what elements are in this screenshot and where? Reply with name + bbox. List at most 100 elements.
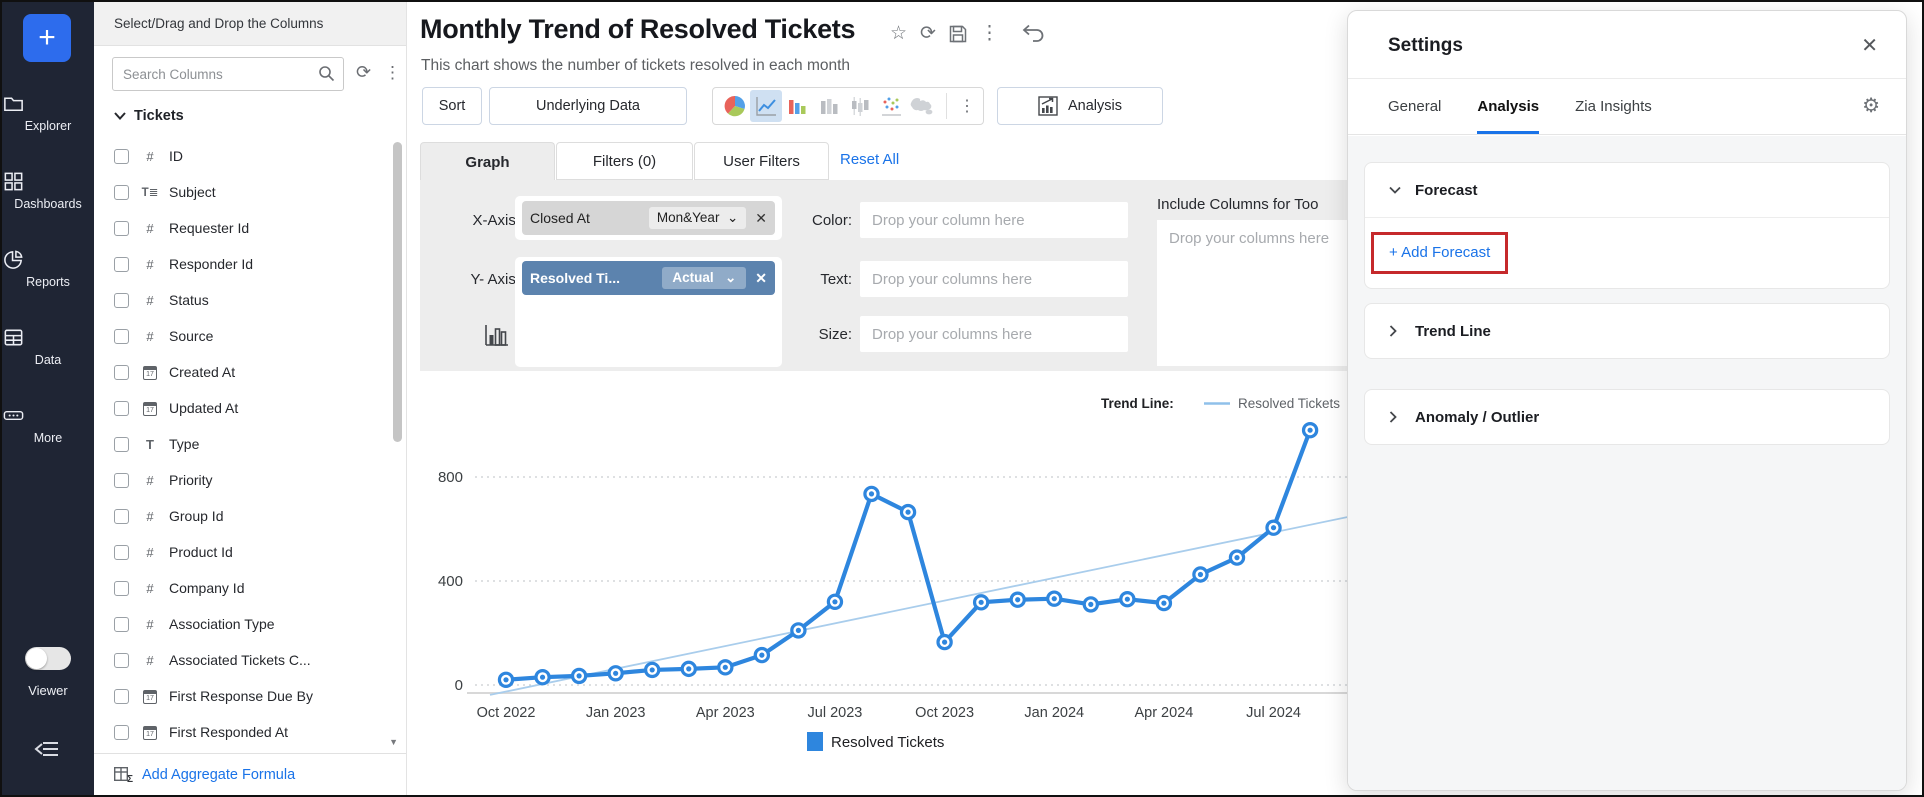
column-checkbox[interactable] — [114, 148, 129, 164]
column-checkbox[interactable] — [114, 652, 129, 668]
x-axis-period-dropdown[interactable]: Mon&Year ⌄ — [648, 207, 747, 229]
y-axis-aggregate-dropdown[interactable]: Actual ⌄ — [662, 267, 747, 289]
column-checkbox[interactable] — [114, 688, 129, 704]
create-new-button[interactable]: + — [23, 14, 71, 62]
column-checkbox[interactable] — [114, 256, 129, 272]
column-item[interactable]: # Associated Tickets C... — [94, 642, 389, 678]
stacked-bar-type-icon[interactable] — [813, 90, 844, 122]
settings-tab-analysis[interactable]: Analysis — [1477, 79, 1539, 134]
pie-chart-icon — [2, 248, 94, 271]
candlestick-type-icon[interactable] — [844, 90, 875, 122]
refresh-columns-icon[interactable]: ⟳ — [356, 62, 372, 82]
reset-all-link[interactable]: Reset All — [840, 151, 900, 168]
column-label: Updated At — [169, 400, 239, 416]
search-icon[interactable] — [318, 65, 335, 82]
columns-scrollbar[interactable] — [393, 142, 402, 442]
column-item[interactable]: # Group Id — [94, 498, 389, 534]
sidebar-item-reports[interactable]: Reports — [2, 248, 94, 289]
scroll-down-icon[interactable]: ▼ — [389, 737, 398, 747]
y-axis-sort-icon[interactable] — [484, 323, 510, 347]
sort-button[interactable]: Sort — [422, 87, 482, 125]
tab-filters[interactable]: Filters (0) — [556, 142, 693, 180]
x-axis-remove-icon[interactable]: ✕ — [755, 209, 767, 226]
column-checkbox[interactable] — [114, 472, 129, 488]
size-dropzone[interactable]: Drop your columns here — [860, 316, 1128, 352]
map-type-icon[interactable] — [907, 90, 938, 122]
svg-text:400: 400 — [438, 573, 463, 590]
column-item[interactable]: # ID — [94, 138, 389, 174]
grid-icon — [2, 170, 94, 193]
viewer-toggle[interactable] — [25, 647, 71, 670]
x-axis-field-chip[interactable]: Closed At Mon&Year ⌄ ✕ — [522, 201, 775, 235]
search-columns-input[interactable] — [112, 57, 344, 91]
column-checkbox[interactable] — [114, 400, 129, 416]
sidebar-item-more[interactable]: More — [2, 404, 94, 445]
bar-chart-type-icon[interactable] — [782, 90, 813, 122]
add-aggregate-formula-button[interactable]: Σ Add Aggregate Formula — [94, 753, 406, 795]
column-item[interactable]: # Product Id — [94, 534, 389, 570]
column-checkbox[interactable] — [114, 292, 129, 308]
close-icon[interactable]: ✕ — [1861, 35, 1878, 57]
section-header[interactable]: Trend Line — [1365, 304, 1889, 358]
tab-graph[interactable]: Graph — [420, 142, 555, 181]
column-item[interactable]: # Association Type — [94, 606, 389, 642]
aggregate-formula-icon: Σ — [114, 766, 133, 783]
column-label: Product Id — [169, 544, 233, 560]
number-type-icon: # — [146, 220, 154, 236]
column-checkbox[interactable] — [114, 616, 129, 632]
column-item[interactable]: # Priority — [94, 462, 389, 498]
y-axis-field-name: Resolved Ti... — [530, 270, 620, 286]
columns-menu-icon[interactable]: ⋮ — [384, 63, 401, 82]
undo-icon[interactable] — [1022, 24, 1044, 42]
column-item[interactable]: # Status — [94, 282, 389, 318]
column-item[interactable]: # Requester Id — [94, 210, 389, 246]
refresh-report-icon[interactable]: ⟳ — [920, 23, 936, 44]
color-dropzone[interactable]: Drop your column here — [860, 202, 1128, 238]
sidebar-item-data[interactable]: Data — [2, 326, 94, 367]
line-chart-type-icon[interactable] — [750, 90, 782, 122]
sidebar-item-explorer[interactable]: Explorer — [2, 92, 94, 133]
underlying-data-button[interactable]: Underlying Data — [489, 87, 687, 125]
y-axis-field-chip[interactable]: Resolved Ti... Actual ⌄ ✕ — [522, 261, 775, 295]
column-item[interactable]: 17 Created At — [94, 354, 389, 390]
column-item[interactable]: # Responder Id — [94, 246, 389, 282]
analysis-button[interactable]: Analysis — [997, 87, 1163, 125]
scatter-type-icon[interactable] — [875, 90, 906, 122]
column-item[interactable]: # Company Id — [94, 570, 389, 606]
section-header[interactable]: Anomaly / Outlier — [1365, 390, 1889, 444]
column-item[interactable]: 17 Updated At — [94, 390, 389, 426]
column-item[interactable]: T Type — [94, 426, 389, 462]
save-icon[interactable] — [949, 25, 967, 43]
collapse-left-icon[interactable] — [34, 738, 60, 760]
report-menu-icon[interactable]: ⋮ — [979, 23, 999, 44]
column-checkbox[interactable] — [114, 364, 129, 380]
column-item[interactable]: 17 First Response Due By — [94, 678, 389, 714]
include-columns-dropzone[interactable]: Drop your columns here — [1157, 220, 1352, 366]
pie-chart-type-icon[interactable] — [719, 90, 750, 122]
column-checkbox[interactable] — [114, 184, 129, 200]
tab-user-filters[interactable]: User Filters — [694, 142, 829, 180]
column-checkbox[interactable] — [114, 436, 129, 452]
text-dropzone[interactable]: Drop your columns here — [860, 261, 1128, 297]
sidebar-item-dashboards[interactable]: Dashboards — [2, 170, 94, 211]
favorite-star-icon[interactable]: ☆ — [890, 23, 908, 44]
more-chart-types-icon[interactable]: ⋮ — [959, 98, 975, 115]
gear-icon[interactable]: ⚙ — [1862, 95, 1880, 117]
settings-tab-general[interactable]: General — [1388, 98, 1442, 115]
number-type-icon: # — [146, 580, 154, 596]
column-checkbox[interactable] — [114, 544, 129, 560]
column-item[interactable]: 17 First Responded At — [94, 714, 389, 750]
column-item[interactable]: T≣ Subject — [94, 174, 389, 210]
column-label: Group Id — [169, 508, 224, 524]
column-checkbox[interactable] — [114, 508, 129, 524]
section-header[interactable]: Forecast — [1365, 163, 1889, 217]
column-checkbox[interactable] — [114, 220, 129, 236]
table-group-tickets[interactable]: Tickets — [114, 108, 184, 124]
column-checkbox[interactable] — [114, 724, 129, 740]
column-item[interactable]: # Source — [94, 318, 389, 354]
column-checkbox[interactable] — [114, 328, 129, 344]
settings-tab-zia-insights[interactable]: Zia Insights — [1575, 98, 1652, 115]
y-axis-remove-icon[interactable]: ✕ — [755, 269, 767, 286]
column-checkbox[interactable] — [114, 580, 129, 596]
add-forecast-link[interactable]: + Add Forecast — [1389, 244, 1491, 261]
